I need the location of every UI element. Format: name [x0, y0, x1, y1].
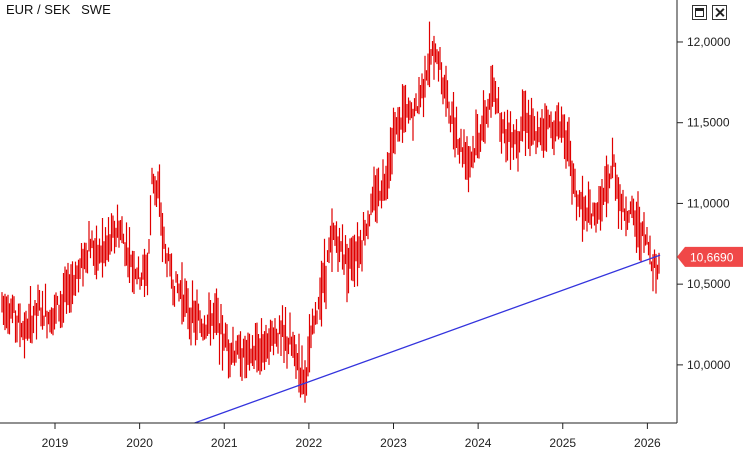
x-tick-label: 2019	[42, 436, 69, 450]
y-tick-label: 12,0000	[687, 35, 731, 49]
x-tick-label: 2023	[380, 436, 407, 450]
last-value-label: 10,6690	[690, 250, 734, 264]
x-tick-label: 2024	[465, 436, 492, 450]
last-value-tag: 10,6690	[677, 246, 743, 267]
y-tick-label: 10,0000	[687, 358, 731, 372]
x-tick-label: 2022	[296, 436, 323, 450]
trendline	[194, 254, 661, 424]
y-axis-ticks: 12,0000 11,5000 11,0000 10,5000 10,0000	[677, 35, 731, 372]
x-tick-label: 2025	[549, 436, 576, 450]
chart-title: EUR / SEK SWE	[6, 2, 111, 17]
close-icon[interactable]	[712, 5, 727, 20]
maximize-icon[interactable]	[692, 5, 707, 20]
x-tick-label: 2026	[634, 436, 661, 450]
price-bars	[1, 21, 660, 403]
y-tick-label: 11,0000	[687, 196, 730, 210]
x-axis-ticks: 2019 2020 2021 2022 2023 2024 2025 2026	[42, 423, 661, 450]
x-tick-label: 2020	[126, 436, 153, 450]
x-tick-label: 2021	[211, 436, 238, 450]
y-tick-label: 10,5000	[687, 277, 731, 291]
y-tick-label: 11,5000	[687, 116, 730, 130]
last-value-tag-shape	[677, 246, 743, 267]
trendline-layer	[194, 254, 661, 424]
